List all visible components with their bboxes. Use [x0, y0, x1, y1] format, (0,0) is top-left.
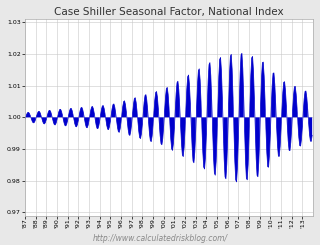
Text: http://www.calculatedriskblog.com/: http://www.calculatedriskblog.com/ [92, 233, 228, 243]
Title: Case Shiller Seasonal Factor, National Index: Case Shiller Seasonal Factor, National I… [54, 7, 284, 17]
